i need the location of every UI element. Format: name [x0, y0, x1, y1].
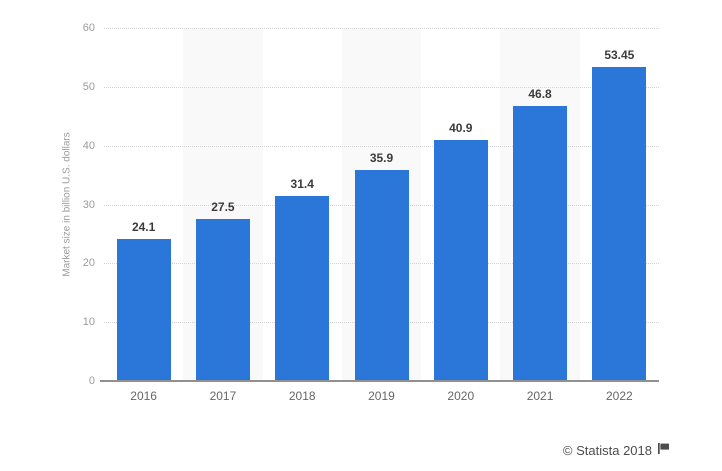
statista-copyright: © Statista 2018: [563, 442, 670, 458]
bar-2019[interactable]: [354, 169, 409, 380]
bar-value-label-2021: 46.8: [528, 86, 552, 101]
copyright-text: © Statista 2018: [562, 442, 652, 458]
bar-2017[interactable]: [195, 219, 250, 380]
y-axis-tick-label: 50: [82, 80, 95, 93]
x-axis-label-2017: 2017: [209, 389, 237, 403]
gridline-50: [104, 87, 659, 88]
y-axis-title: Market size in billion U.S. dollars: [61, 132, 73, 277]
x-axis-label-2016: 2016: [130, 389, 157, 403]
bar-value-label-2019: 35.9: [369, 150, 394, 165]
bar-2021[interactable]: [513, 105, 568, 380]
y-axis-tick-label: 40: [82, 139, 95, 152]
x-axis-label-2020: 2020: [447, 389, 475, 403]
y-axis-tick-label: 0: [88, 375, 95, 387]
bar-2018[interactable]: [275, 196, 330, 380]
y-axis-tick-label: 60: [82, 22, 95, 34]
flag-icon: [657, 442, 670, 458]
bar-value-label-2016: 24.1: [131, 220, 156, 235]
x-axis-line: [100, 380, 659, 382]
x-axis-label-2018: 2018: [288, 389, 316, 403]
bar-2020[interactable]: [433, 140, 488, 380]
gridline-60: [104, 28, 659, 29]
bar-2022[interactable]: [592, 66, 647, 380]
x-axis-label-2021: 2021: [526, 389, 554, 403]
bar-value-label-2022: 53.45: [604, 47, 635, 62]
bar-value-label-2020: 40.9: [449, 121, 473, 136]
x-axis-label-2019: 2019: [368, 389, 395, 403]
bar-value-label-2018: 31.4: [290, 177, 314, 192]
y-axis-tick-label: 30: [82, 198, 95, 211]
x-axis-label-2022: 2022: [605, 389, 633, 403]
y-axis-tick-label: 20: [82, 257, 95, 270]
bar-2016[interactable]: [116, 239, 171, 380]
gridline-40: [104, 146, 659, 147]
bar-value-label-2017: 27.5: [211, 200, 235, 215]
y-axis-tick-label: 10: [82, 316, 95, 329]
